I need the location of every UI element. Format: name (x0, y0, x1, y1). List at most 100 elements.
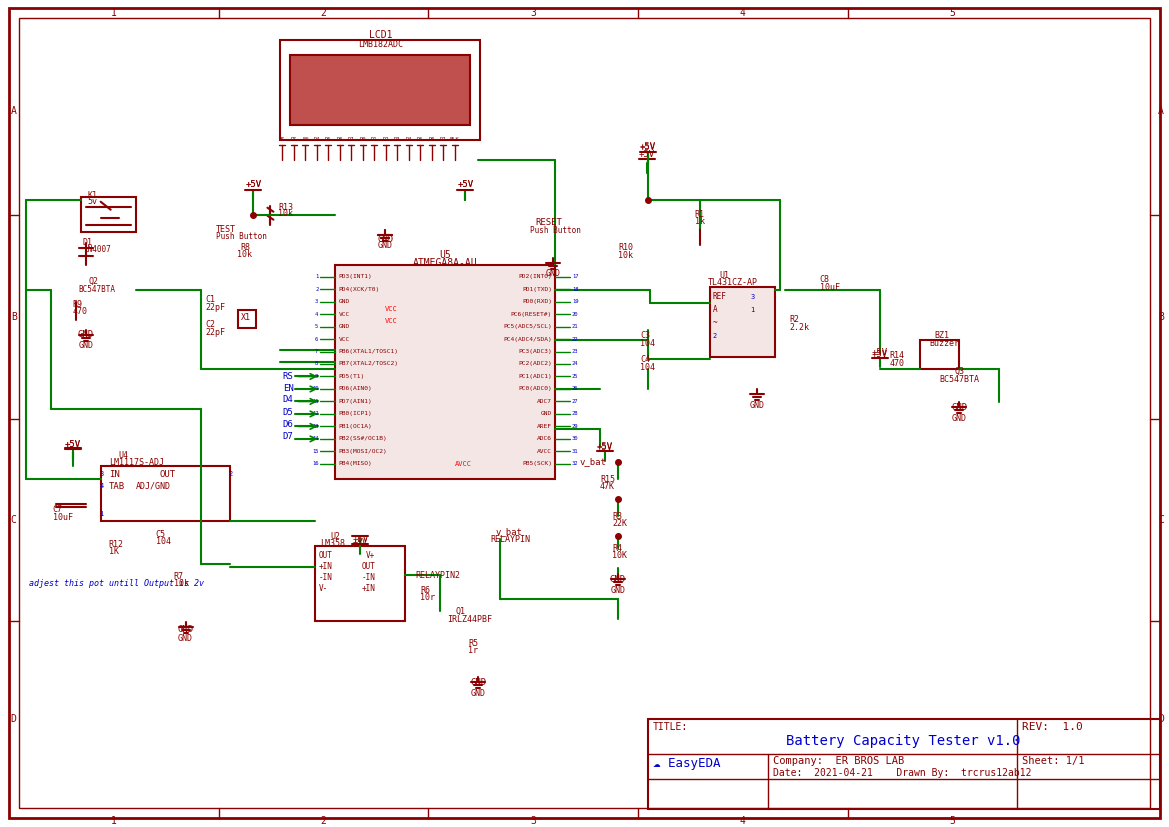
Bar (920, 340, 960, 370)
Text: -IN: -IN (318, 572, 332, 581)
Text: +5V: +5V (597, 443, 613, 452)
Text: PB2(SS#/OC1B): PB2(SS#/OC1B) (338, 437, 387, 442)
Text: 10k: 10k (237, 250, 253, 259)
Text: 10: 10 (312, 386, 318, 391)
Text: V+: V+ (366, 551, 375, 560)
Text: PC5(ADC5/SCL): PC5(ADC5/SCL) (504, 324, 552, 329)
Text: U2: U2 (331, 532, 340, 541)
Text: 32: 32 (572, 461, 579, 466)
Text: D1: D1 (371, 136, 378, 141)
Bar (648, 719, 1160, 809)
Text: Battery Capacity Tester v1.0: Battery Capacity Tester v1.0 (787, 734, 1021, 748)
Text: D: D (11, 715, 16, 724)
Text: D6: D6 (429, 136, 435, 141)
Text: GND: GND (77, 330, 94, 339)
Text: PB7(XTAL2/TOSC2): PB7(XTAL2/TOSC2) (338, 361, 399, 366)
Text: R4: R4 (611, 543, 622, 552)
Text: R14: R14 (890, 351, 905, 360)
Text: R8: R8 (241, 243, 250, 252)
Text: PC1(ADC1): PC1(ADC1) (518, 374, 552, 379)
Text: GND: GND (610, 575, 627, 584)
Text: ☁ EasyEDA: ☁ EasyEDA (653, 758, 720, 771)
Text: 1: 1 (111, 8, 117, 18)
Text: 22pF: 22pF (206, 303, 226, 312)
Text: R13: R13 (278, 203, 293, 213)
Text: 9: 9 (316, 374, 318, 379)
Text: D4: D4 (283, 395, 293, 404)
Text: Q2: Q2 (89, 277, 98, 286)
Text: 30: 30 (572, 437, 579, 442)
Text: PD5(T1): PD5(T1) (338, 374, 365, 379)
Text: EN: EN (302, 136, 309, 141)
Text: 10uF: 10uF (53, 513, 72, 522)
Text: +5V: +5V (245, 180, 262, 189)
Text: +5V: +5V (597, 442, 613, 451)
Text: 10r: 10r (420, 593, 435, 602)
Text: PD6(AIN0): PD6(AIN0) (338, 386, 372, 391)
Text: GND: GND (610, 586, 625, 595)
Text: PB4(MISO): PB4(MISO) (338, 461, 372, 466)
Text: RESET: RESET (535, 218, 562, 227)
Text: 1: 1 (111, 816, 117, 826)
Text: D3: D3 (394, 136, 401, 141)
Text: 17: 17 (572, 274, 579, 280)
Text: TAB: TAB (109, 482, 125, 490)
Text: PC3(ADC3): PC3(ADC3) (518, 349, 552, 354)
Text: 18: 18 (572, 287, 579, 292)
Text: PC4(ADC4/SDA): PC4(ADC4/SDA) (504, 337, 552, 342)
Text: 47K: 47K (600, 482, 615, 490)
Text: D5: D5 (283, 408, 293, 417)
Text: 10uF: 10uF (819, 283, 839, 292)
Text: R5: R5 (468, 638, 478, 648)
Text: GND: GND (338, 324, 350, 329)
Text: 1: 1 (316, 274, 318, 280)
Text: X1: X1 (241, 313, 250, 322)
Text: 15: 15 (312, 449, 318, 454)
Text: Push Button: Push Button (530, 226, 581, 235)
Text: 4: 4 (740, 8, 746, 18)
Text: C3: C3 (639, 331, 650, 340)
Text: GND: GND (78, 341, 94, 350)
Text: +5V: +5V (639, 143, 656, 152)
Text: PB1(OC1A): PB1(OC1A) (338, 424, 372, 429)
Text: GND: GND (952, 403, 968, 412)
Text: 14: 14 (312, 437, 318, 442)
Text: PB3(MOSI/OC2): PB3(MOSI/OC2) (338, 449, 387, 454)
Text: C4: C4 (639, 355, 650, 364)
Text: LM358: LM358 (320, 538, 345, 547)
Text: A: A (1158, 107, 1164, 117)
Text: BC547BTA: BC547BTA (940, 375, 980, 384)
Text: GND: GND (546, 269, 561, 278)
Text: ADC7: ADC7 (537, 399, 552, 404)
Text: GND: GND (378, 235, 393, 244)
Text: V-: V- (318, 584, 327, 593)
Text: +5V: +5V (638, 151, 655, 160)
Text: GND: GND (541, 411, 552, 417)
Text: 3: 3 (316, 299, 318, 304)
Text: GND: GND (471, 689, 485, 697)
Text: D6: D6 (283, 420, 293, 429)
Text: Company:  ER BROS LAB: Company: ER BROS LAB (773, 756, 904, 766)
Text: PD0(RXD): PD0(RXD) (523, 299, 552, 304)
Text: R9: R9 (72, 300, 83, 309)
Text: RS: RS (283, 372, 293, 381)
Text: C: C (1158, 515, 1164, 525)
Text: AREF: AREF (537, 424, 552, 429)
Text: GND: GND (338, 299, 350, 304)
Text: 4: 4 (99, 483, 104, 490)
Text: 10K: 10K (611, 551, 627, 560)
Text: IRLZ44PBF: IRLZ44PBF (448, 614, 492, 624)
Text: ATMEGA8A-AU: ATMEGA8A-AU (413, 258, 477, 268)
Text: 5: 5 (316, 324, 318, 329)
Text: 2: 2 (228, 471, 233, 477)
Text: adjest this pot untill Output is 2v: adjest this pot untill Output is 2v (29, 579, 203, 588)
Text: 5: 5 (949, 8, 955, 18)
Text: 2: 2 (320, 816, 326, 826)
Text: D0: D0 (360, 136, 366, 141)
Text: D5: D5 (417, 136, 423, 141)
Text: 5v: 5v (88, 197, 98, 206)
Text: TEST: TEST (215, 225, 235, 234)
Text: ADC6: ADC6 (537, 437, 552, 442)
Text: 12: 12 (312, 411, 318, 417)
Text: 25: 25 (572, 374, 579, 379)
